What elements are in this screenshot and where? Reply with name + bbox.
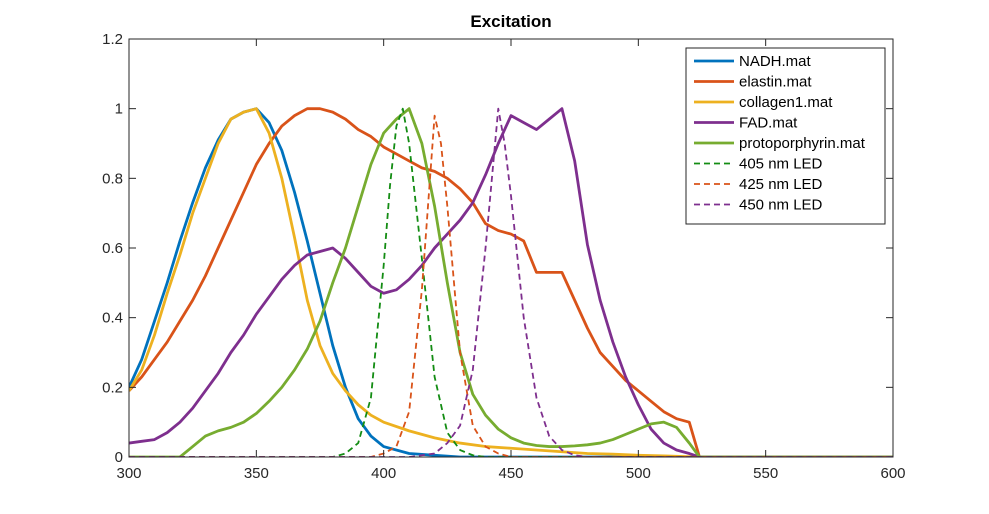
series-lines: [129, 107, 893, 457]
x-tick-label: 600: [880, 465, 905, 482]
y-tick-label: 0.2: [102, 379, 123, 396]
y-tick-label: 0.8: [102, 170, 123, 187]
legend-label: NADH.mat: [739, 53, 812, 70]
legend-label: 405 nm LED: [739, 156, 823, 173]
series-line-fad-mat: [129, 107, 893, 457]
legend-label: 450 nm LED: [739, 197, 823, 214]
axes: 300 350 400 450 500 550 600 0 0.2 0.4 0.6 0.8 1 1.2: [102, 31, 905, 482]
series-line-collagen1-mat: [129, 107, 893, 457]
x-tick-label: 400: [371, 465, 396, 482]
y-tick-label: 0.4: [102, 310, 123, 327]
chart-title: Excitation: [470, 12, 551, 31]
y-tick-label: 1.2: [102, 31, 123, 48]
legend-label: elastin.mat: [739, 74, 812, 91]
legend-label: collagen1.mat: [739, 94, 833, 111]
x-tick-label: 450: [498, 465, 523, 482]
legend: NADH.mat elastin.mat collagen1.mat FAD.mat p…: [685, 47, 886, 225]
y-tick-label: 0: [115, 449, 123, 466]
series-line-405-nm-led: [129, 107, 893, 457]
x-tick-label: 500: [626, 465, 651, 482]
y-tick-label: 0.6: [102, 240, 123, 257]
x-tick-label: 550: [753, 465, 778, 482]
series-line-425-nm-led: [129, 114, 893, 457]
legend-label: 425 nm LED: [739, 176, 823, 193]
series-line-protoporphyrin-mat: [129, 107, 893, 457]
legend-box: [685, 47, 886, 225]
series-line-elastin-mat: [129, 107, 893, 457]
x-tick-label: 300: [116, 465, 141, 482]
y-tick-label: 1: [115, 101, 123, 118]
x-tick-label: 350: [244, 465, 269, 482]
legend-label: protoporphyrin.mat: [739, 135, 866, 152]
legend-label: FAD.mat: [739, 115, 798, 132]
